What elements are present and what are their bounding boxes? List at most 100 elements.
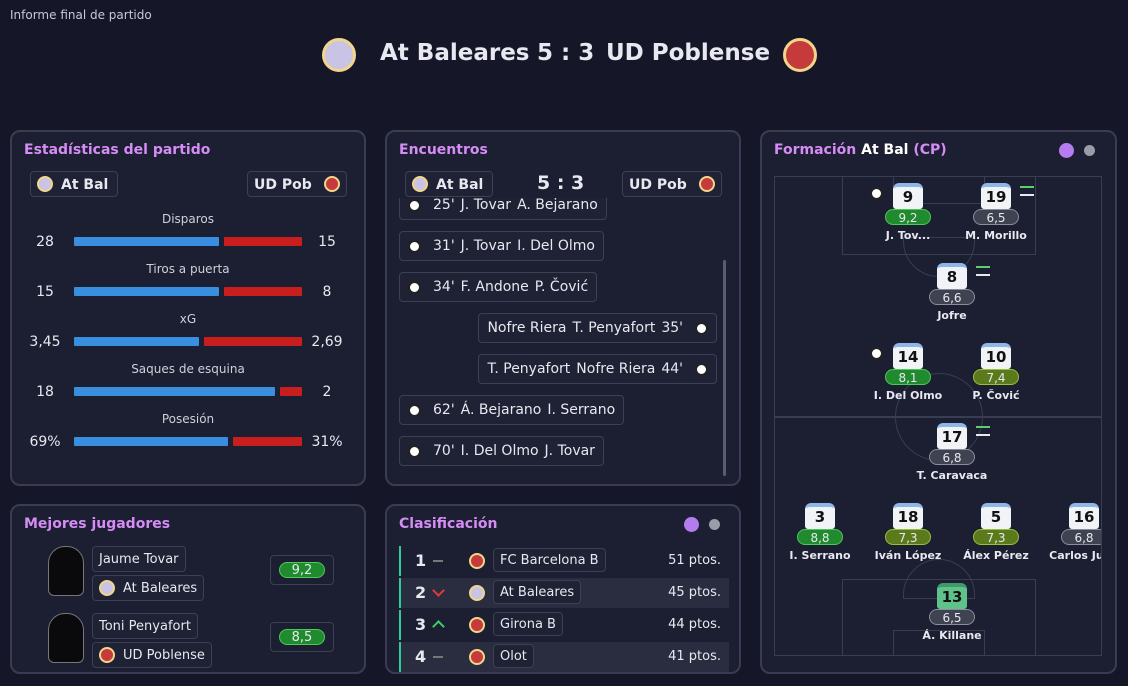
player-shirt[interactable]: 14 — [893, 343, 923, 369]
team-name[interactable]: Olot — [493, 644, 534, 668]
panel-title: Clasificación — [399, 516, 498, 532]
player-name: I. Del Olmo — [873, 389, 943, 402]
event-minute: 62' — [433, 402, 455, 418]
stat-away: 31% — [311, 434, 343, 450]
event-list: 25' J. Tovar Á. Bejarano 31' J. Tovar I. Del … — [387, 198, 739, 476]
player-rating: 9,2 — [279, 562, 325, 578]
table-panel: Clasificación 1 FC Barcelona B 51 ptos. 2 At… — [385, 504, 741, 674]
player-name: Iván López — [874, 549, 942, 562]
player-rating: 6,8 — [1061, 529, 1101, 545]
stat-label: Disparos — [161, 212, 215, 226]
event-minute: 35' — [661, 320, 683, 336]
team-crest — [469, 649, 485, 665]
pitch: 9 9,2 J. Tov... 19 6,5 M. Morillo 8 6,6 Jofre 14 8… — [774, 176, 1102, 656]
player-name: Álex Pérez — [963, 549, 1029, 562]
event-assist: I. Serrano — [547, 402, 616, 418]
event-scorer: I. Del Olmo — [460, 443, 539, 459]
dot[interactable] — [1084, 145, 1095, 156]
bar-home — [74, 287, 220, 296]
goal-icon — [408, 198, 421, 212]
sub-icon — [976, 426, 990, 436]
player-name: Á. Killane — [922, 629, 982, 642]
bar-home — [74, 437, 228, 446]
event-row: 34' F. Andone P. Čović — [399, 272, 598, 302]
trend-up — [432, 620, 445, 633]
event-row: Nofre Riera T. Penyafort 35' — [478, 313, 717, 343]
away-team: UD Poblense — [606, 40, 771, 66]
player-avatar — [48, 546, 84, 596]
goal-icon — [408, 239, 421, 253]
bar-away — [224, 287, 302, 296]
panel-title: Formación At Bal (CP) — [774, 142, 947, 158]
scrollbar[interactable] — [723, 260, 726, 476]
dot-active[interactable] — [684, 517, 699, 532]
player-name: J. Tov... — [885, 229, 931, 242]
sub-icon — [976, 266, 990, 276]
stats-panel: Estadísticas del partido At Bal UD Pob Dis… — [10, 130, 366, 486]
team-pill: UD Pob — [622, 171, 722, 197]
player-name: T. Caravaca — [916, 469, 988, 482]
player-shirt[interactable]: 16 — [1069, 503, 1099, 529]
stat-home: 18 — [36, 384, 54, 400]
event-assist: I. Del Olmo — [517, 238, 595, 254]
team-pill: At Bal — [405, 171, 493, 197]
goal-icon — [870, 347, 883, 360]
event-row: 31' J. Tovar I. Del Olmo — [399, 231, 604, 261]
team-crest — [469, 553, 485, 569]
trend-same — [433, 656, 443, 658]
page-label: Informe final de partido — [10, 8, 152, 22]
bar-home — [74, 237, 220, 246]
player-rating: 7,3 — [885, 529, 931, 545]
bar-home — [74, 337, 200, 346]
event-scorer: F. Andone — [460, 279, 529, 295]
player-shirt[interactable]: 3 — [805, 503, 835, 529]
event-minute: 31' — [433, 238, 455, 254]
bar-away — [232, 437, 302, 446]
team-crest — [99, 580, 115, 596]
player-rating: 6,6 — [929, 289, 975, 305]
title: Formación — [774, 142, 857, 158]
team-crest — [469, 585, 485, 601]
event-scorer: Nofre Riera — [576, 361, 656, 377]
stat-home: 15 — [36, 284, 54, 300]
position: 4 — [415, 647, 427, 666]
event-minute: 70' — [433, 443, 455, 459]
goal-icon — [408, 444, 421, 458]
stat-away: 2 — [322, 384, 332, 400]
points: 41 ptos. — [668, 649, 721, 664]
stat-label: Saques de esquina — [131, 362, 245, 376]
team: At Bal — [861, 142, 909, 158]
player-shirt[interactable]: 10 — [981, 343, 1011, 369]
event-assist: T. Penyafort — [487, 361, 571, 377]
stat-label: Posesión — [161, 412, 215, 426]
dot-active[interactable] — [1059, 143, 1074, 158]
best-panel: Mejores jugadores Jaume Tovar At Baleares… — [10, 504, 366, 674]
event-assist: Á. Bejarano — [517, 198, 598, 213]
player-name: Jaume Tovar — [92, 546, 186, 572]
player-shirt[interactable]: 17 — [937, 423, 967, 449]
player-shirt[interactable]: 19 — [981, 183, 1011, 209]
event-scorer: T. Penyafort — [572, 320, 656, 336]
player-name: Jofre — [937, 309, 967, 322]
player-rating: 6,8 — [929, 449, 975, 465]
dot[interactable] — [709, 519, 720, 530]
stat-home: 28 — [36, 234, 54, 250]
goal-icon — [870, 187, 883, 200]
player-rating: 8,8 — [797, 529, 843, 545]
points: 45 ptos. — [668, 585, 721, 600]
player-shirt[interactable]: 8 — [937, 263, 967, 289]
player-name: M. Morillo — [965, 229, 1027, 242]
player-rating: 6,5 — [929, 609, 975, 625]
team-name[interactable]: FC Barcelona B — [493, 548, 606, 572]
points: 51 ptos. — [668, 553, 721, 568]
team-name[interactable]: Girona B — [493, 612, 563, 636]
team-name[interactable]: At Baleares — [493, 580, 582, 604]
player-shirt[interactable]: 5 — [981, 503, 1011, 529]
home-team: At Baleares — [380, 40, 530, 66]
player-shirt[interactable]: 13 — [937, 583, 967, 609]
event-minute: 34' — [433, 279, 455, 295]
player-shirt[interactable]: 18 — [893, 503, 923, 529]
player-shirt[interactable]: 9 — [893, 183, 923, 209]
stat-away: 15 — [318, 234, 336, 250]
